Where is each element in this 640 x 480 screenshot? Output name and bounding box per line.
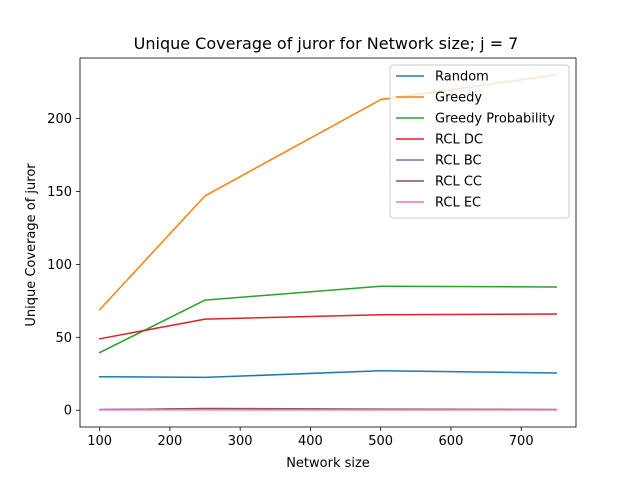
legend-box bbox=[389, 64, 570, 219]
series-line-0 bbox=[98, 370, 558, 379]
legend-label: RCL DC bbox=[435, 133, 483, 148]
y-tick-label: 50 bbox=[55, 331, 72, 346]
x-tick-label: 400 bbox=[298, 434, 323, 449]
legend-label: RCL CC bbox=[435, 175, 482, 190]
x-tick-label: 700 bbox=[509, 434, 534, 449]
y-tick-label: 150 bbox=[47, 185, 72, 200]
y-tick-label: 200 bbox=[47, 112, 72, 127]
legend-label: RCL EC bbox=[435, 196, 481, 211]
plot-frame bbox=[79, 57, 577, 428]
y-tick-label: 0 bbox=[64, 404, 72, 419]
x-axis-ticks: 100 200 300 400 500 600 700 bbox=[87, 427, 534, 449]
y-axis-ticks: 0 50 100 150 200 bbox=[47, 112, 80, 419]
series-line-3 bbox=[98, 313, 558, 340]
series-lines bbox=[98, 73, 558, 411]
legend-label: Random bbox=[435, 70, 489, 85]
y-tick-label: 100 bbox=[47, 258, 72, 273]
legend-label: Greedy bbox=[435, 91, 482, 106]
x-tick-label: 300 bbox=[228, 434, 253, 449]
legend-label: Greedy Probability bbox=[435, 112, 555, 127]
y-axis-label: Unique Coverage of juror bbox=[24, 163, 39, 327]
x-axis-label: Network size bbox=[286, 456, 370, 471]
x-tick-label: 200 bbox=[158, 434, 183, 449]
x-tick-label: 600 bbox=[439, 434, 464, 449]
x-tick-label: 500 bbox=[368, 434, 393, 449]
legend-label: RCL BC bbox=[435, 154, 482, 169]
series-line-2 bbox=[98, 285, 558, 354]
x-tick-label: 100 bbox=[87, 434, 112, 449]
axes-frame bbox=[79, 57, 577, 428]
legend: Random Greedy Greedy Probability RCL DC RCL … bbox=[389, 64, 570, 219]
chart-title: Unique Coverage of juror for Network siz… bbox=[134, 34, 519, 53]
